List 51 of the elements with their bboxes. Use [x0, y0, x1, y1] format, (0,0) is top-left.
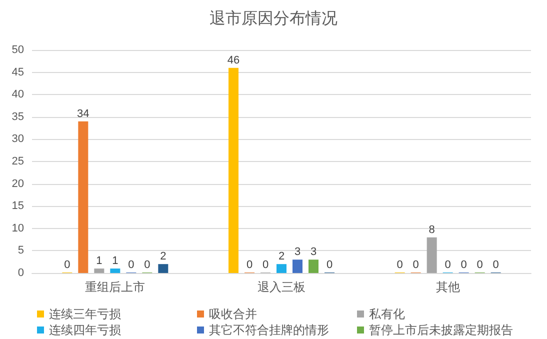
data-label: 0	[326, 259, 333, 271]
y-tick-label: 0	[18, 267, 24, 279]
bar	[110, 268, 120, 273]
data-label: 1	[112, 255, 118, 268]
data-label: 0	[246, 259, 253, 271]
data-label: 0	[396, 259, 403, 271]
data-label: 0	[262, 259, 269, 271]
data-label: 0	[144, 259, 150, 271]
legend-label: 私有化	[369, 307, 405, 321]
y-tick-label: 15	[12, 200, 24, 212]
y-tick-label: 50	[12, 44, 24, 56]
legend-label: 暂停上市后未披露定期报告	[369, 323, 513, 337]
data-label: 0	[128, 259, 134, 271]
bar	[228, 68, 238, 273]
x-tick-label: 退入三板	[258, 280, 306, 294]
data-label: 46	[227, 54, 240, 66]
bar	[426, 237, 437, 273]
data-label: 0	[476, 259, 483, 271]
bar	[308, 260, 318, 273]
data-label: 0	[444, 259, 451, 271]
x-tick-label: 重组后上市	[85, 280, 146, 294]
data-label: 3	[310, 246, 317, 258]
bar	[78, 121, 88, 273]
y-tick-label: 20	[12, 178, 24, 190]
y-tick-label: 5	[18, 244, 24, 257]
y-tick-label: 40	[12, 88, 24, 101]
x-tick-label: 其他	[436, 280, 460, 294]
data-label: 0	[460, 259, 467, 271]
data-label: 2	[278, 250, 285, 263]
bar	[158, 264, 168, 273]
chart-title: 退市原因分布情况	[210, 10, 338, 28]
data-label: 0	[492, 259, 499, 271]
legend-label: 连续四年亏损	[49, 323, 121, 337]
data-label: 0	[412, 259, 419, 271]
data-label: 0	[64, 259, 70, 271]
data-label: 1	[96, 255, 102, 268]
data-label: 34	[77, 108, 90, 120]
y-tick-label: 30	[12, 133, 24, 146]
data-label: 8	[428, 224, 435, 236]
bar	[292, 260, 302, 273]
data-label: 2	[160, 250, 166, 263]
bar	[94, 268, 104, 273]
y-tick-label: 10	[12, 222, 24, 234]
legend-label: 其它不符合挂牌的情形	[209, 323, 329, 337]
y-tick-label: 35	[12, 110, 24, 123]
bar	[276, 264, 286, 273]
y-tick-label: 45	[12, 66, 24, 78]
y-tick-label: 25	[12, 156, 24, 168]
data-label: 3	[294, 246, 301, 258]
legend-label: 连续三年亏损	[49, 307, 121, 321]
legend-label: 吸收合并	[209, 307, 257, 321]
